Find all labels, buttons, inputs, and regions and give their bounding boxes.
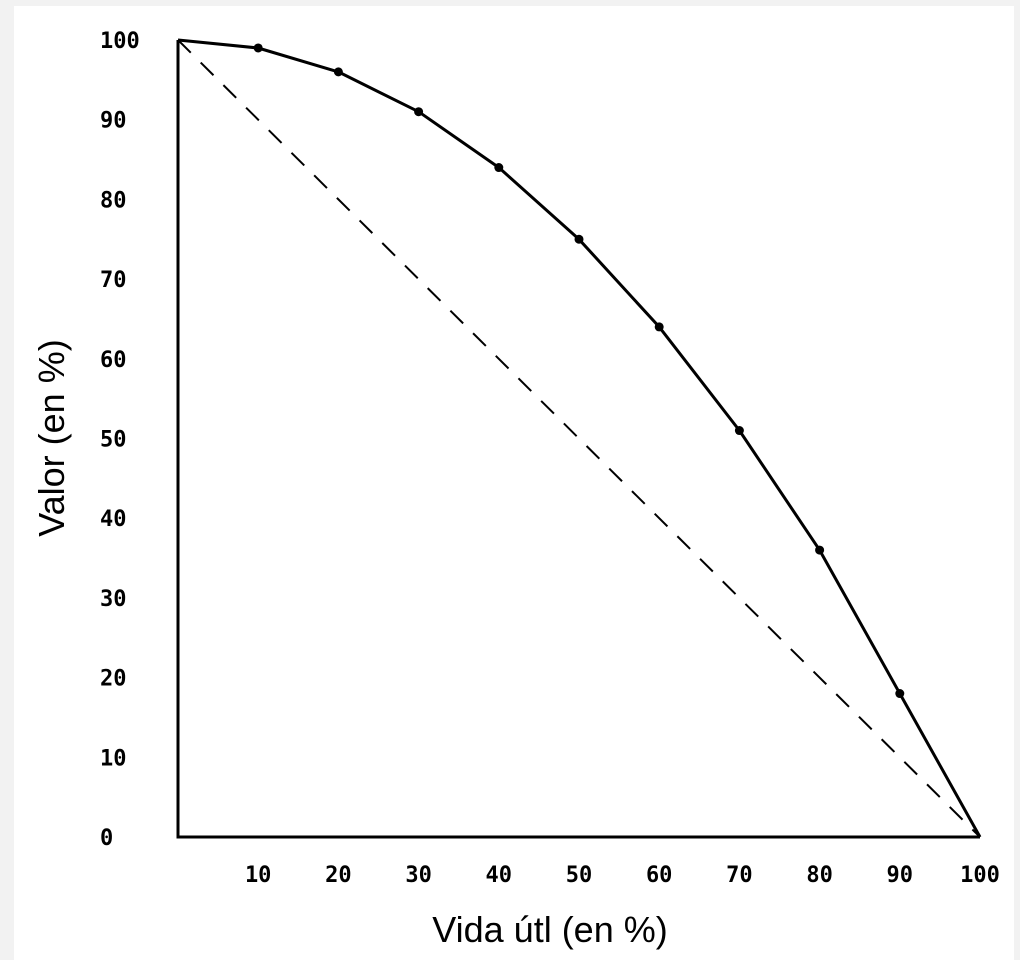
y-tick-label: 0 (100, 826, 113, 851)
data-point (815, 545, 825, 555)
x-tick-label: 10 (245, 863, 272, 888)
data-point (253, 43, 263, 53)
x-tick-label: 50 (566, 863, 593, 888)
x-tick-label: 80 (806, 863, 833, 888)
y-tick-label: 90 (100, 109, 127, 134)
y-tick-label: 10 (100, 746, 127, 771)
y-tick-label: 70 (100, 268, 127, 293)
x-tick-label: 60 (646, 863, 673, 888)
x-tick-label: 100 (960, 863, 1000, 888)
axes (176, 40, 980, 839)
x-tick-label: 70 (726, 863, 753, 888)
y-tick-label: 80 (100, 188, 127, 213)
y-tick-label: 30 (100, 587, 127, 612)
x-tick-label: 20 (325, 863, 352, 888)
y-axis-title: Valor (en %) (31, 339, 72, 536)
plot-panel (14, 6, 1014, 960)
data-point (734, 426, 744, 436)
y-tick-labels: 0 10 20 30 40 50 60 70 80 90 100 (100, 29, 140, 851)
x-tick-labels: 10 20 30 40 50 60 70 80 90 100 (245, 863, 1000, 888)
x-axis-title: Vida útl (en %) (432, 909, 667, 950)
data-point (414, 107, 424, 117)
series-group (177, 38, 982, 838)
y-tick-label: 100 (100, 29, 140, 54)
series-line-dashed (177, 39, 981, 838)
y-tick-label: 60 (100, 348, 127, 373)
y-tick-label: 40 (100, 507, 127, 532)
x-tick-label: 90 (887, 863, 914, 888)
data-point (654, 322, 664, 332)
x-tick-label: 40 (486, 863, 513, 888)
data-point (895, 689, 905, 699)
data-point (333, 67, 343, 77)
y-tick-label: 50 (100, 428, 127, 453)
data-point (574, 234, 584, 244)
data-point (494, 163, 504, 173)
x-tick-label: 30 (405, 863, 432, 888)
y-tick-label: 20 (100, 667, 127, 692)
